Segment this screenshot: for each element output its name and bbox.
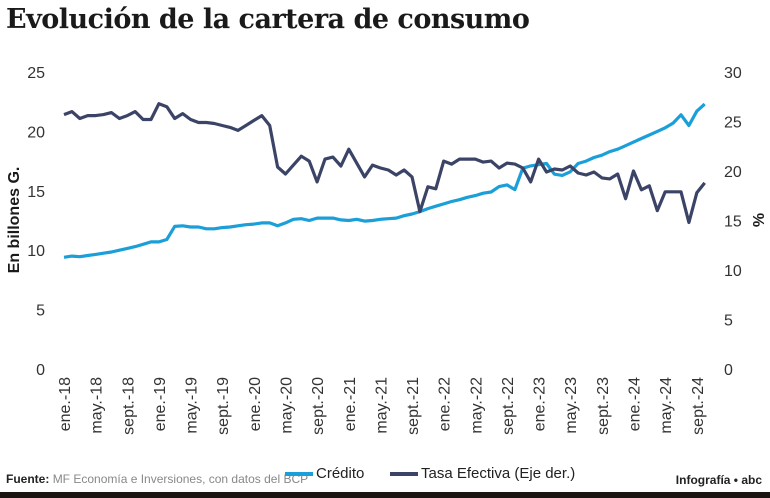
- source-label: Fuente:: [6, 472, 50, 486]
- y-tick-label-right: 10: [724, 263, 742, 280]
- y-tick-label-right: 25: [724, 115, 742, 132]
- credit-logo: Infografía • abc: [675, 473, 762, 487]
- legend-swatch: [285, 471, 313, 476]
- x-tick-label: sept.-23: [595, 377, 612, 435]
- y-tick-label-right: 5: [724, 313, 733, 330]
- source-note: Fuente: MF Economía e Inversiones, con d…: [6, 472, 308, 486]
- y-tick-label-left: 15: [27, 184, 45, 201]
- legend-item-credito: Crédito: [285, 465, 364, 482]
- legend-label: Tasa Efectiva (Eje der.): [421, 465, 576, 482]
- x-tick-label: sept.-21: [405, 377, 422, 435]
- credito-line: [63, 102, 706, 259]
- x-tick-label: may.-20: [278, 377, 295, 434]
- x-tick-label: ene.-22: [437, 377, 454, 431]
- y-tick-label-right: 30: [724, 65, 742, 82]
- y-axis-label-right: %: [751, 213, 768, 227]
- legend-label: Crédito: [316, 465, 365, 482]
- x-tick-label: sept.-24: [690, 377, 707, 435]
- x-tick-label: sept.-18: [120, 377, 137, 435]
- x-tick-label: sept.-22: [500, 377, 517, 435]
- legend-swatch: [390, 471, 418, 476]
- x-tick-label: ene.-21: [342, 377, 359, 431]
- y-tick-label-right: 20: [724, 164, 742, 181]
- x-tick-label: ene.-18: [57, 377, 74, 431]
- y-tick-label-left: 25: [27, 65, 45, 82]
- tasa-efectiva-line: [63, 102, 706, 225]
- x-tick-label: sept.-19: [215, 377, 232, 435]
- x-tick-label: ene.-19: [152, 377, 169, 431]
- y-tick-label-right: 0: [724, 362, 733, 379]
- page-title: Evolución de la cartera de consumo: [6, 4, 530, 35]
- x-tick-label: may.-21: [373, 377, 390, 434]
- y-axis-right: 0 5 10 15 20 25 30: [724, 65, 742, 379]
- y-tick-label-left: 10: [27, 243, 45, 260]
- bottom-bar: [0, 492, 770, 498]
- y-tick-label-left: 20: [27, 124, 45, 141]
- y-tick-label-right: 15: [724, 214, 742, 231]
- series-lines: [63, 102, 706, 259]
- x-axis: ene.-18 may.-18 sept.-18 ene.-19 may.-19 sept…: [57, 377, 707, 435]
- x-tick-label: ene.-24: [627, 377, 644, 431]
- x-tick-label: may.-23: [563, 377, 580, 434]
- legend-item-tasa: Tasa Efectiva (Eje der.): [390, 465, 575, 482]
- y-tick-label-left: 0: [36, 362, 45, 379]
- x-tick-label: ene.-23: [532, 377, 549, 431]
- y-axis-label-left: En billones G.: [6, 167, 23, 274]
- x-tick-label: may.-24: [658, 377, 675, 434]
- x-tick-label: may.-22: [468, 377, 485, 434]
- y-axis-left: 0 5 10 15 20 25: [27, 65, 45, 379]
- y-tick-label-left: 5: [36, 303, 45, 320]
- x-tick-label: may.-19: [184, 377, 201, 434]
- source-text: MF Economía e Inversiones, con datos del…: [52, 472, 309, 486]
- x-tick-label: sept.-20: [310, 377, 327, 435]
- x-tick-label: may.-18: [89, 377, 106, 434]
- x-tick-label: ene.-20: [247, 377, 264, 431]
